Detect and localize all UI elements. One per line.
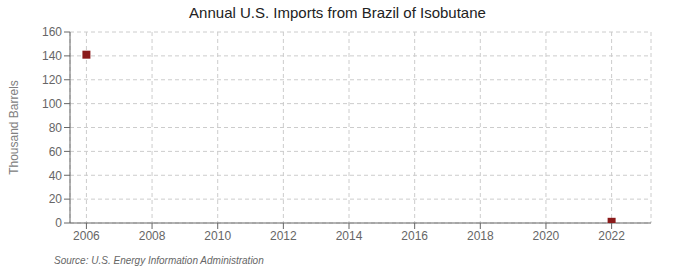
html-text:Annual U.S. Imports from Brazi: Annual U.S. Imports from Brazil of Isobu…	[189, 4, 486, 21]
svg-text:2020: 2020	[533, 229, 560, 243]
svg-text:2006: 2006	[73, 229, 100, 243]
svg-text:2018: 2018	[467, 229, 494, 243]
html-text:Source: U.S. Energy Informatio: Source: U.S. Energy Information Administ…	[54, 255, 264, 266]
svg-text:80: 80	[49, 121, 63, 135]
svg-text:2010: 2010	[204, 229, 231, 243]
svg-text:2022: 2022	[598, 229, 625, 243]
svg-text:0: 0	[55, 216, 62, 230]
svg-text:2014: 2014	[336, 229, 363, 243]
svg-text:20: 20	[49, 192, 63, 206]
svg-text:40: 40	[49, 169, 63, 183]
svg-text:2012: 2012	[270, 229, 297, 243]
svg-text:2016: 2016	[401, 229, 428, 243]
svg-text:160: 160	[42, 26, 62, 39]
svg-text:100: 100	[42, 97, 62, 111]
svg-text:60: 60	[49, 145, 63, 159]
svg-text:140: 140	[42, 49, 62, 63]
svg-text:Thousand Barrels: Thousand Barrels	[8, 80, 21, 175]
svg-text:120: 120	[42, 73, 62, 87]
svg-text:2008: 2008	[139, 229, 166, 243]
